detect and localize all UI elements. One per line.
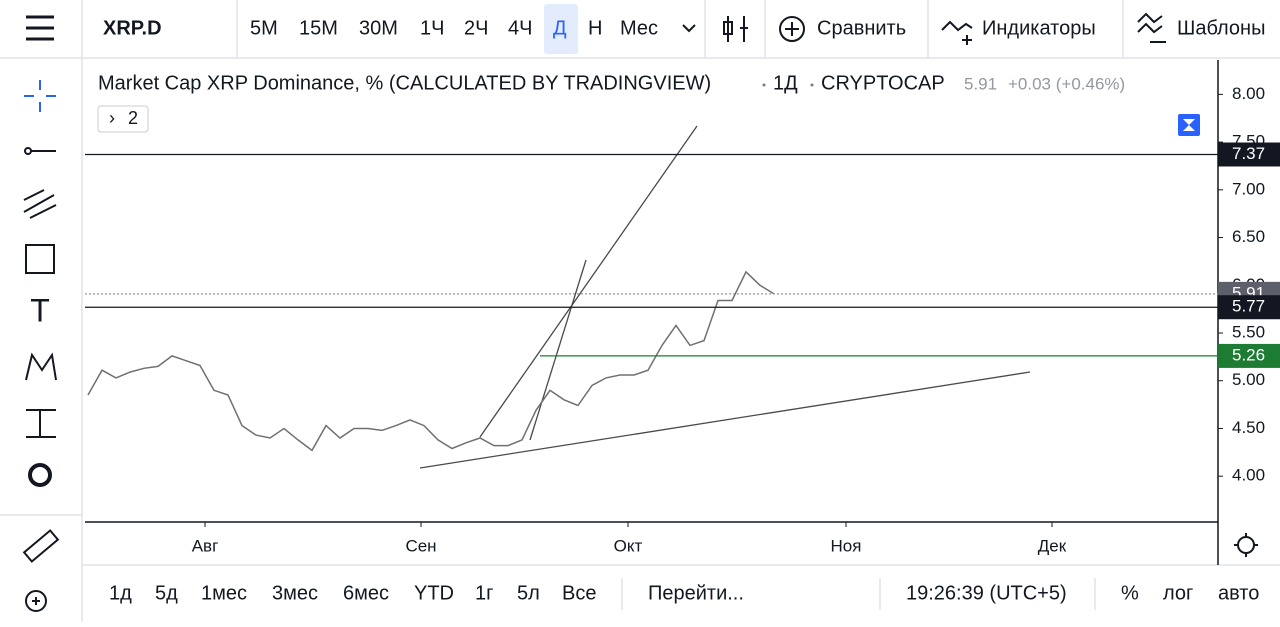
indicators-button[interactable]: Индикаторы [982,17,1096,39]
legend-interval: 1Д [773,72,798,94]
separator [810,83,814,87]
auto-toggle[interactable]: авто [1218,582,1259,604]
range-button[interactable]: 1д [109,582,132,604]
interval-button[interactable]: 1Ч [420,17,444,39]
legend-last: 5.91 [964,74,997,93]
goto-button[interactable]: Перейти... [648,582,744,604]
x-tick-label: Дек [1038,536,1067,555]
price-tag-label: 5.26 [1232,345,1265,364]
interval-button[interactable]: 2Ч [464,17,488,39]
range-button[interactable]: 5л [517,582,540,604]
interval-button[interactable]: Д [553,17,567,39]
percent-toggle[interactable]: % [1121,582,1139,604]
y-tick-label: 4.00 [1232,466,1265,485]
legend-source: CRYPTOCAP [821,72,945,94]
compare-icon-plus [785,22,799,36]
chevron: › [109,108,115,128]
log-toggle[interactable]: лог [1163,582,1193,604]
x-tick-label: Сен [405,536,436,555]
range-button[interactable]: YTD [414,582,454,604]
interval-button[interactable]: Мес [620,17,658,39]
interval-button[interactable]: 4Ч [508,17,532,39]
legend-title: Market Cap XRP Dominance, % (CALCULATED … [98,72,711,94]
settings-icon[interactable] [1234,533,1258,557]
range-button[interactable]: 6мес [343,582,389,604]
dropdown-icon[interactable] [682,24,696,33]
indicators-icon[interactable] [941,20,973,45]
active-interval-bg [544,4,578,54]
interval-button[interactable]: 30М [359,17,398,39]
y-tick-label: 6.50 [1232,227,1265,246]
svg-text:T: T [30,292,50,328]
y-tick-label: 7.00 [1232,179,1265,198]
range-button[interactable]: 5д [155,582,178,604]
price-tag [1218,343,1280,368]
range-button[interactable]: 3мес [272,582,318,604]
legend-change: +0.03 (+0.46%) [1008,74,1125,93]
templates-icon[interactable] [1137,12,1166,43]
x-tick-label: Авг [192,536,219,555]
symbol[interactable]: XRP.D [103,17,162,39]
compare-icon[interactable] [779,16,805,42]
x-tick-label: Ноя [831,536,862,555]
clock: 19:26:39 (UTC+5) [906,582,1067,604]
range-button[interactable]: Все [562,582,596,604]
price-line-series [87,270,775,452]
price-tag [1218,142,1280,167]
trend-lines [419,125,1031,469]
price-tag-label: 7.37 [1232,144,1265,163]
y-tick-label: 5.50 [1232,322,1265,341]
menu-icon[interactable] [26,15,54,41]
x-tick-label: Окт [614,536,643,555]
interval-button[interactable]: 15М [299,17,338,39]
interval-button[interactable]: 5М [250,17,278,39]
indicators-collapse[interactable] [97,105,149,133]
collapsed-count: 2 [128,108,138,128]
separator [762,83,766,87]
compare-button[interactable]: Сравнить [817,17,906,39]
price-tag-label: 5.77 [1232,297,1265,316]
y-tick-label: 5.00 [1232,370,1265,389]
chart-type-icon[interactable] [723,16,748,42]
price-tag [1218,295,1280,320]
y-tick-label: 4.50 [1232,418,1265,437]
scroll-icon [1183,119,1195,131]
drawing-tools[interactable]: T [22,80,60,612]
y-tick-label: 8.00 [1232,84,1265,103]
templates-button[interactable]: Шаблоны [1177,17,1265,39]
range-button[interactable]: 1г [475,582,493,604]
interval-button[interactable]: Н [588,17,602,39]
range-button[interactable]: 1мес [201,582,247,604]
